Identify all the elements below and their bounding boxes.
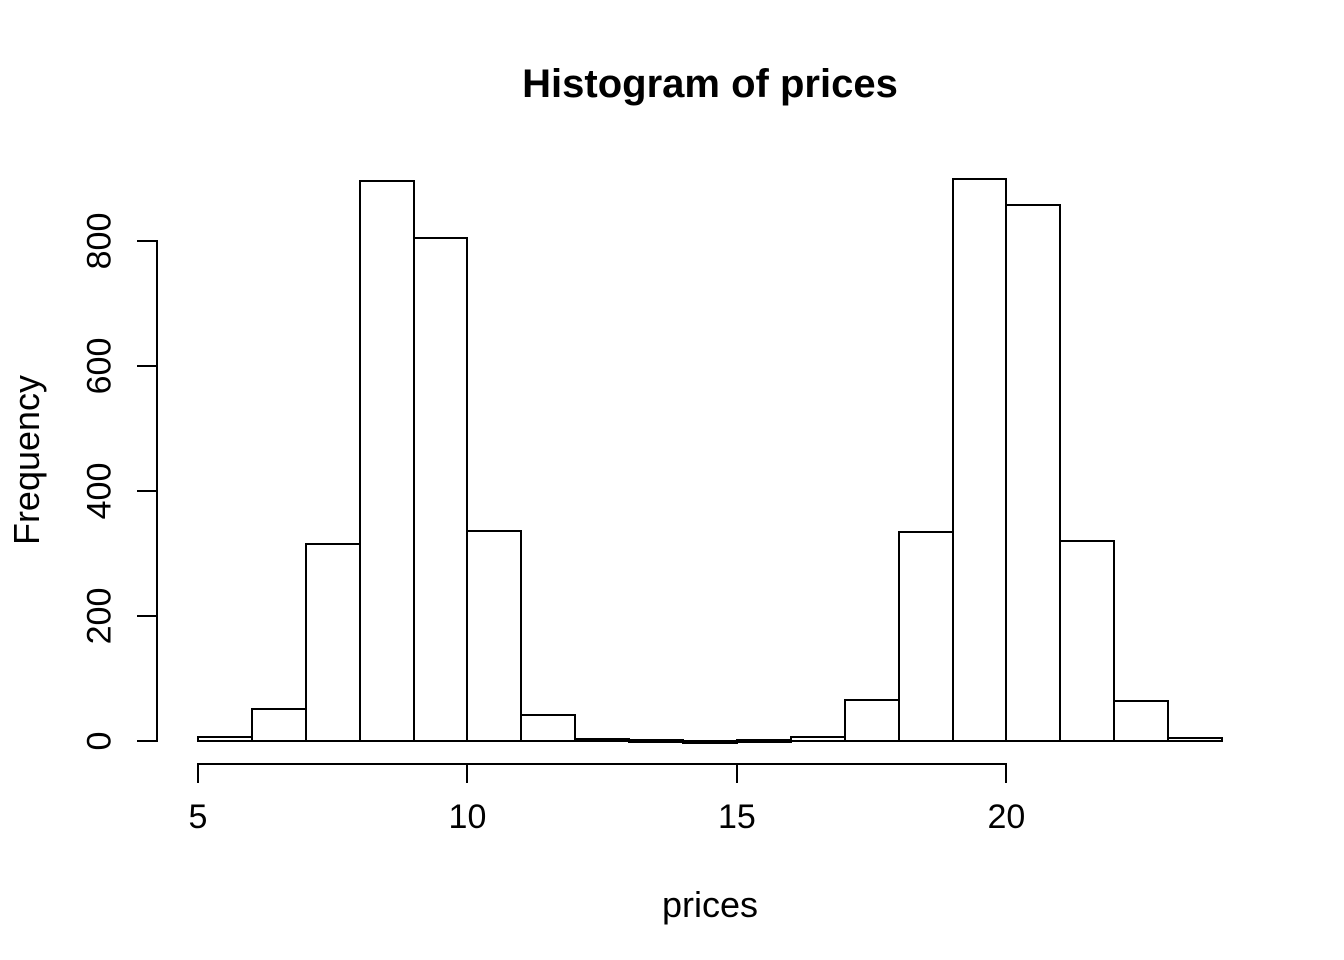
x-axis-line bbox=[197, 763, 1008, 765]
histogram-bar bbox=[358, 180, 415, 742]
histogram-bar bbox=[1059, 540, 1116, 742]
histogram-bar bbox=[250, 708, 307, 742]
y-tick bbox=[137, 490, 156, 492]
y-tick bbox=[137, 740, 156, 742]
histogram-bar bbox=[843, 698, 900, 742]
histogram-bar bbox=[1113, 700, 1170, 742]
x-tick bbox=[1005, 765, 1008, 783]
y-tick-label: 600 bbox=[80, 337, 119, 395]
y-tick-label: 200 bbox=[80, 587, 119, 645]
histogram-bar bbox=[197, 736, 253, 742]
y-tick-label: 800 bbox=[80, 212, 119, 270]
histogram-bar bbox=[1005, 203, 1062, 742]
histogram-bar bbox=[682, 740, 738, 744]
y-tick bbox=[137, 365, 156, 367]
y-tick-label: 400 bbox=[80, 462, 119, 520]
x-tick bbox=[197, 765, 199, 783]
x-axis-label: prices bbox=[661, 884, 759, 925]
y-tick-label: 0 bbox=[80, 731, 119, 751]
histogram-bar bbox=[412, 236, 469, 742]
histogram-bar bbox=[951, 178, 1008, 742]
y-tick bbox=[137, 240, 156, 242]
histogram-bar bbox=[304, 543, 361, 742]
x-tick-label: 5 bbox=[188, 798, 208, 836]
x-tick-label: 15 bbox=[718, 798, 756, 836]
y-axis-line bbox=[156, 240, 158, 742]
histogram-bar bbox=[574, 738, 631, 743]
histogram-bar bbox=[735, 739, 792, 744]
x-tick-label: 10 bbox=[448, 798, 487, 836]
x-tick bbox=[735, 765, 738, 783]
histogram-bar bbox=[520, 713, 577, 742]
histogram-bar bbox=[897, 531, 954, 742]
x-tick-label: 20 bbox=[987, 798, 1026, 836]
y-axis-label: Frequency bbox=[6, 374, 47, 546]
y-tick bbox=[137, 615, 156, 617]
x-tick bbox=[466, 765, 469, 783]
histogram-bar bbox=[1167, 736, 1223, 742]
histogram-bar bbox=[789, 736, 846, 742]
chart-title: Histogram of prices bbox=[522, 62, 898, 106]
histogram-bar bbox=[466, 530, 523, 742]
histogram-bar bbox=[628, 739, 685, 744]
